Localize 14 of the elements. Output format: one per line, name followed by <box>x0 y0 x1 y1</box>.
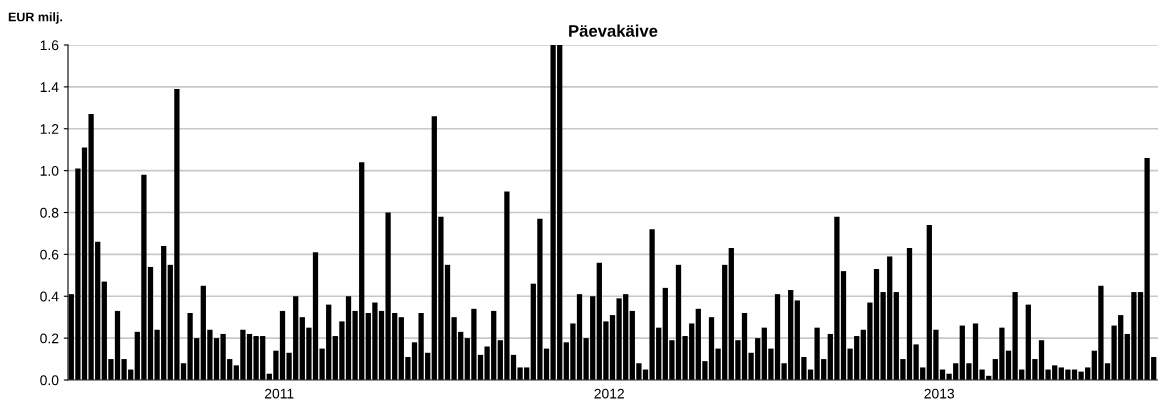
x-tick-label: 2013 <box>924 388 955 399</box>
y-tick-label: 0.8 <box>40 207 59 218</box>
y-tick-label: 0.0 <box>40 375 59 386</box>
chart-title: Päevakäive <box>569 24 658 37</box>
x-tick-label: 2011 <box>264 388 294 399</box>
y-tick-label: 0.4 <box>40 291 59 302</box>
y-tick-label: 1.4 <box>40 82 59 92</box>
y-axis-title: EUR milj. <box>8 12 63 24</box>
x-tick-label: 2012 <box>594 388 624 399</box>
y-tick-label: 0.2 <box>40 333 59 344</box>
y-tick-label: 1.0 <box>40 165 59 176</box>
y-tick-label: 0.6 <box>40 249 59 260</box>
y-tick-label: 1.6 <box>40 40 59 51</box>
y-tick-label: 1.2 <box>40 124 59 134</box>
